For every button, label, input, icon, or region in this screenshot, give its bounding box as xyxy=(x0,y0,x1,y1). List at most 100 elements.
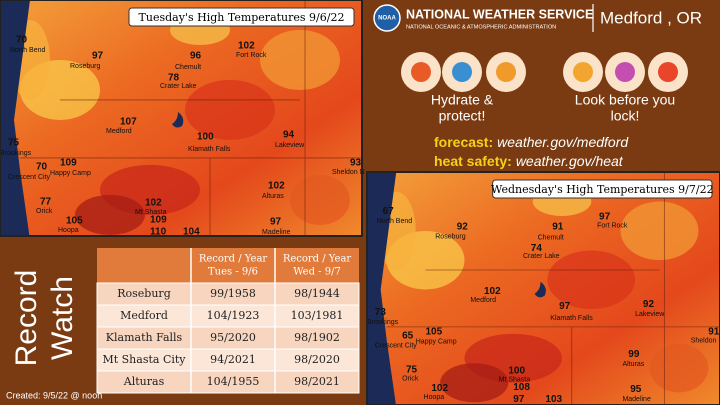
table-cell: 94/2021 xyxy=(210,353,256,366)
table-header: Record / Year xyxy=(199,254,268,265)
table-cell: 98/1902 xyxy=(294,331,340,344)
tip-text: lock! xyxy=(611,108,640,124)
table-cell: Mt Shasta City xyxy=(102,353,186,366)
table-cell: 98/2021 xyxy=(294,375,340,388)
side-title: Watch xyxy=(46,276,79,360)
station-value: 102 xyxy=(238,41,255,52)
table-header-bg xyxy=(97,248,359,283)
tip-text: Look before you xyxy=(575,92,675,108)
station-value: 97 xyxy=(270,217,282,228)
station-name: Madeline xyxy=(262,229,291,236)
side-title: Record xyxy=(10,270,43,367)
station-name: Sheldon N xyxy=(332,169,365,176)
station-name: Brookings xyxy=(0,150,32,157)
station-value: 97 xyxy=(513,394,525,405)
station-name: Roseburg xyxy=(435,234,465,241)
table-cell: Medford xyxy=(120,309,168,322)
heat-patch xyxy=(75,194,145,235)
station-name: Fort Rock xyxy=(236,52,267,59)
station-name: Mt Shasta xyxy=(135,209,167,216)
link-url[interactable]: weather.gov/medford xyxy=(497,134,629,150)
station-value: 102 xyxy=(484,286,501,297)
tip-icon-detail xyxy=(452,62,472,82)
table-header: Tues - 9/6 xyxy=(208,267,258,278)
station-name: Medford xyxy=(470,297,496,304)
station-value: 107 xyxy=(120,117,137,128)
state-line xyxy=(20,0,362,236)
tip-icon-detail xyxy=(573,62,593,82)
station-value: 102 xyxy=(145,198,162,209)
station-name: Orick xyxy=(402,376,419,383)
table-cell: Klamath Falls xyxy=(106,331,183,344)
link-line: forecast: weather.gov/medford xyxy=(434,134,629,150)
station-name: Crescent City xyxy=(375,342,418,349)
table-cell: 104/1955 xyxy=(207,375,260,388)
lake xyxy=(172,111,184,128)
station-value: 105 xyxy=(426,326,443,337)
created-note: Created: 9/5/22 @ noon xyxy=(6,390,102,400)
station-value: 102 xyxy=(268,181,285,192)
station-value: 93 xyxy=(350,158,362,169)
table-cell: 98/2020 xyxy=(294,353,340,366)
station-value: 92 xyxy=(457,222,469,233)
station-name: Orick xyxy=(36,208,53,215)
tip-icon-detail xyxy=(615,62,635,82)
map-title: Wednesday's High Temperatures 9/7/22 xyxy=(491,183,714,196)
station-name: Alturas xyxy=(622,361,644,368)
station-value: 102 xyxy=(431,383,448,394)
heat-patch xyxy=(290,174,350,225)
office-name: Medford , OR xyxy=(600,8,702,27)
tip-text: protect! xyxy=(439,108,486,124)
link-line: heat safety: weather.gov/heat xyxy=(434,153,624,169)
heat-patch xyxy=(649,343,709,393)
heat-patch xyxy=(620,201,699,261)
link-url[interactable]: weather.gov/heat xyxy=(516,153,624,169)
station-value: 99 xyxy=(628,349,640,360)
station-value: 95 xyxy=(630,384,642,395)
station-value: 109 xyxy=(150,215,167,226)
noaa-logo xyxy=(373,4,401,32)
table-header: Wed - 9/7 xyxy=(293,267,341,278)
table-header: Record / Year xyxy=(283,254,352,265)
tip-icon-detail xyxy=(496,62,516,82)
station-name: Sheldon N xyxy=(691,337,720,344)
station-value: 91 xyxy=(708,326,720,337)
tip-text: Hydrate & xyxy=(431,92,494,108)
table-cell: 103/1981 xyxy=(291,309,344,322)
temperature-map xyxy=(367,172,720,405)
station-name: Crescent City xyxy=(8,174,51,181)
table-cell: 104/1923 xyxy=(207,309,260,322)
station-name: Alturas xyxy=(262,193,284,200)
station-value: 108 xyxy=(513,382,530,393)
station-name: Happy Camp xyxy=(50,170,91,177)
table-cell: 95/2020 xyxy=(210,331,256,344)
station-value: 75 xyxy=(8,138,20,149)
station-value: 97 xyxy=(599,212,611,223)
station-name: Chemult xyxy=(538,235,564,242)
heat-patch xyxy=(260,29,340,90)
station-value: 100 xyxy=(508,366,525,377)
station-name: Lakeview xyxy=(635,311,665,318)
station-name: Fort Rock xyxy=(597,223,628,230)
station-name: Roseburg xyxy=(70,63,100,70)
heat-patch xyxy=(547,250,636,310)
station-value: 74 xyxy=(531,243,543,254)
station-name: Crater Lake xyxy=(523,253,560,260)
station-value: 105 xyxy=(66,216,83,227)
station-name: Chemult xyxy=(175,64,201,71)
map-title: Tuesday's High Temperatures 9/6/22 xyxy=(139,11,345,24)
station-name: Medford xyxy=(106,128,132,135)
table-cell: 99/1958 xyxy=(210,287,256,300)
station-name: Lakeview xyxy=(275,142,305,149)
table-cell: Alturas xyxy=(123,375,165,388)
tip-icon-detail xyxy=(658,62,678,82)
map-border xyxy=(0,0,363,237)
station-value: 77 xyxy=(40,197,52,208)
table-row-bg xyxy=(96,370,360,394)
station-value: 97 xyxy=(92,51,104,62)
station-name: Mt Shasta xyxy=(499,377,531,384)
map-title-box xyxy=(492,179,713,199)
tip-icon-detail xyxy=(411,62,431,82)
